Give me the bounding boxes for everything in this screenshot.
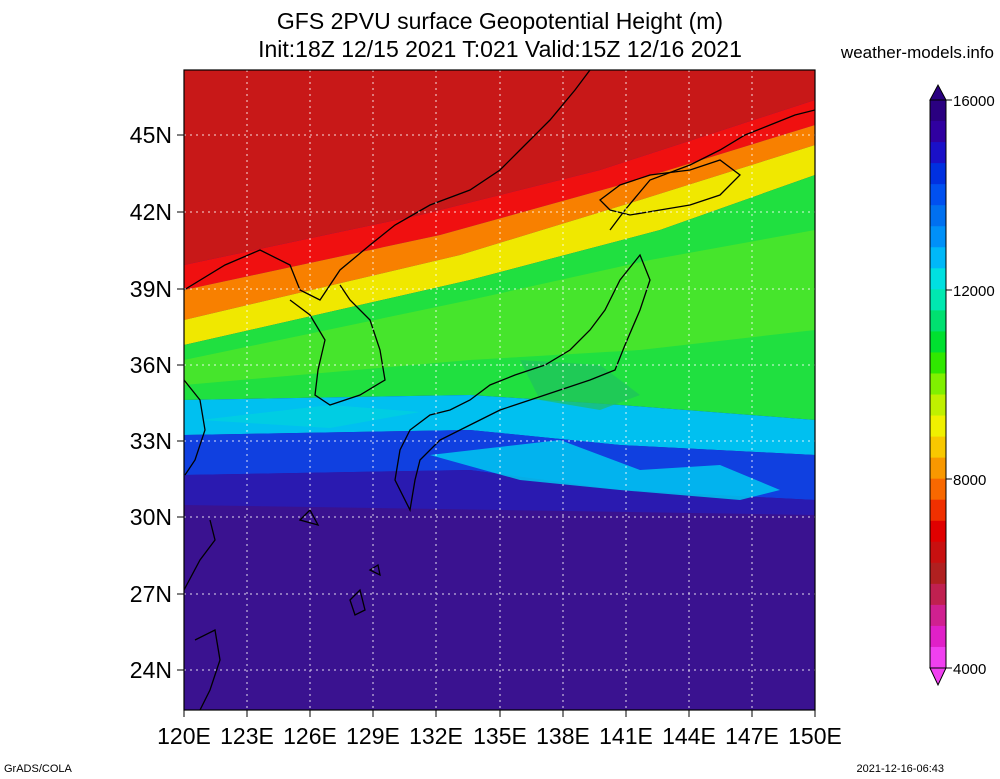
- colorbar-label: 16000: [953, 93, 995, 110]
- colorbar-segment: [930, 121, 946, 143]
- colorbar-segment: [930, 499, 946, 522]
- colorbar-segment: [930, 457, 946, 480]
- lon-label: 132E: [409, 723, 463, 749]
- colorbar-segment: [930, 184, 946, 206]
- lat-label: 45N: [130, 122, 172, 148]
- map-title: GFS 2PVU surface Geopotential Height (m): [276, 8, 724, 34]
- colorbar-segment: [930, 415, 946, 438]
- colorbar-segment: [930, 331, 946, 353]
- colorbar-segment: [930, 394, 946, 417]
- colorbar-label: 8000: [953, 472, 986, 489]
- footer-timestamp: 2021-12-16-06:43: [856, 763, 944, 775]
- lon-label: 123E: [220, 723, 274, 749]
- lon-label: 141E: [599, 723, 653, 749]
- lat-label: 27N: [130, 581, 172, 607]
- lat-label: 36N: [130, 352, 172, 378]
- lon-label: 126E: [283, 723, 337, 749]
- graticule: [184, 70, 815, 710]
- lat-label: 39N: [130, 276, 172, 302]
- colorbar: [929, 99, 947, 669]
- colorbar-segment: [930, 289, 946, 311]
- colorbar-segment: [930, 562, 946, 585]
- footer-grads: GrADS/COLA: [4, 763, 72, 775]
- colorbar-segment: [930, 373, 946, 396]
- colorbar-segment: [930, 310, 946, 332]
- colorbar-ticks: [946, 99, 952, 669]
- colorbar-label: 12000: [953, 283, 995, 300]
- lat-label: 33N: [130, 428, 172, 454]
- colorbar-segment: [930, 163, 946, 185]
- colorbar-bottom-arrow: [929, 667, 947, 687]
- lat-label: 30N: [130, 504, 172, 530]
- colorbar-segment: [930, 205, 946, 227]
- lat-label: 42N: [130, 199, 172, 225]
- colorbar-segment: [930, 352, 946, 374]
- colorbar-segment: [930, 625, 946, 648]
- lon-label: 150E: [788, 723, 842, 749]
- lon-label: 138E: [536, 723, 590, 749]
- colorbar-segment: [930, 436, 946, 459]
- colorbar-top-arrow: [929, 83, 947, 101]
- colorbar-segment: [930, 142, 946, 164]
- lon-label: 120E: [157, 723, 211, 749]
- lon-label: 144E: [662, 723, 716, 749]
- colorbar-segment: [930, 604, 946, 627]
- colorbar-segment: [930, 541, 946, 564]
- lon-label: 135E: [473, 723, 527, 749]
- colorbar-segment: [930, 226, 946, 248]
- lon-label: 147E: [725, 723, 779, 749]
- lat-label: 24N: [130, 657, 172, 683]
- colorbar-segment: [930, 100, 946, 122]
- lon-ticks: [183, 710, 816, 717]
- colorbar-segment: [930, 478, 946, 501]
- colorbar-segment: [930, 268, 946, 290]
- colorbar-segment: [930, 583, 946, 606]
- colorbar-label: 4000: [953, 661, 986, 678]
- colorbar-segment: [930, 247, 946, 269]
- colorbar-segment: [930, 520, 946, 543]
- coastlines: [184, 70, 815, 710]
- lat-ticks: [177, 134, 184, 671]
- site-credit: weather-models.info: [840, 43, 994, 62]
- map-subtitle: Init:18Z 12/15 2021 T:021 Valid:15Z 12/1…: [258, 36, 742, 62]
- colorbar-segment: [930, 646, 946, 669]
- lon-label: 129E: [346, 723, 400, 749]
